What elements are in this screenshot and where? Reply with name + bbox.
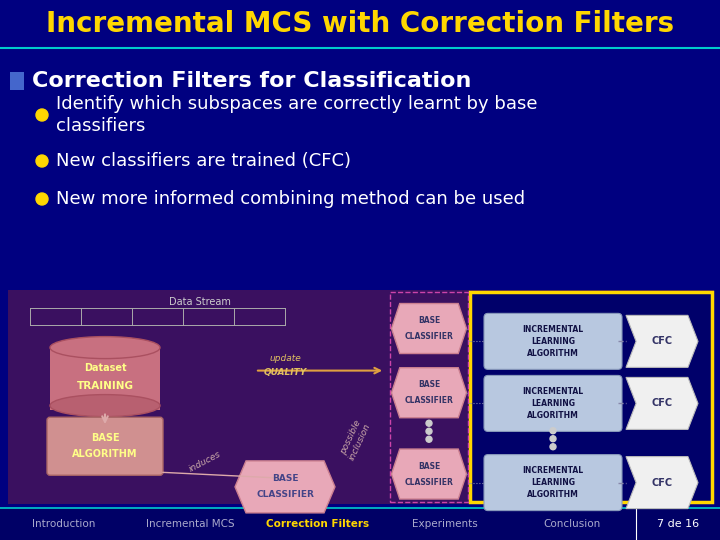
FancyBboxPatch shape: [47, 417, 163, 475]
Text: INCREMENTAL: INCREMENTAL: [523, 387, 584, 396]
Text: BASE: BASE: [271, 474, 298, 483]
Text: BASE: BASE: [418, 462, 440, 470]
FancyBboxPatch shape: [10, 72, 24, 90]
Text: update: update: [269, 354, 301, 363]
Text: ALGORITHM: ALGORITHM: [527, 349, 579, 358]
Text: induces: induces: [187, 449, 222, 474]
Circle shape: [36, 193, 48, 205]
Text: INCREMENTAL: INCREMENTAL: [523, 325, 584, 334]
Text: ALGORITHM: ALGORITHM: [527, 411, 579, 420]
FancyBboxPatch shape: [484, 313, 622, 369]
Ellipse shape: [50, 395, 160, 416]
Text: LEARNING: LEARNING: [531, 478, 575, 487]
Text: INCREMENTAL: INCREMENTAL: [523, 466, 584, 475]
Text: CFC: CFC: [652, 399, 672, 408]
FancyBboxPatch shape: [484, 455, 622, 511]
Circle shape: [550, 428, 556, 434]
Text: possible
inclusion: possible inclusion: [338, 417, 372, 462]
FancyBboxPatch shape: [50, 348, 160, 410]
Text: Incremental MCS: Incremental MCS: [146, 519, 235, 529]
Polygon shape: [392, 368, 467, 418]
Polygon shape: [392, 449, 467, 499]
Text: New classifiers are trained (CFC): New classifiers are trained (CFC): [56, 152, 351, 170]
Circle shape: [426, 428, 432, 434]
Circle shape: [36, 109, 48, 121]
Text: ALGORITHM: ALGORITHM: [72, 449, 138, 459]
FancyBboxPatch shape: [0, 508, 720, 540]
FancyBboxPatch shape: [0, 0, 720, 48]
Text: LEARNING: LEARNING: [531, 399, 575, 408]
Text: QUALITY: QUALITY: [264, 368, 307, 377]
Text: 7 de 16: 7 de 16: [657, 519, 699, 529]
Text: BASE: BASE: [418, 380, 440, 389]
Text: Correction Filters for Classification: Correction Filters for Classification: [32, 71, 472, 91]
Circle shape: [550, 444, 556, 450]
Circle shape: [426, 436, 432, 442]
Text: Incremental MCS with Correction Filters: Incremental MCS with Correction Filters: [46, 10, 674, 38]
Text: New more informed combining method can be used: New more informed combining method can b…: [56, 190, 525, 208]
Text: ALGORITHM: ALGORITHM: [527, 490, 579, 499]
Polygon shape: [392, 303, 467, 354]
Text: CLASSIFIER: CLASSIFIER: [405, 477, 454, 487]
FancyBboxPatch shape: [470, 292, 712, 502]
Polygon shape: [235, 461, 335, 513]
FancyBboxPatch shape: [8, 290, 714, 504]
Circle shape: [550, 436, 556, 442]
Text: CLASSIFIER: CLASSIFIER: [405, 332, 454, 341]
Polygon shape: [626, 457, 698, 509]
Text: CFC: CFC: [652, 336, 672, 346]
Text: LEARNING: LEARNING: [531, 337, 575, 346]
Text: CFC: CFC: [652, 477, 672, 488]
Text: CLASSIFIER: CLASSIFIER: [256, 490, 314, 500]
Text: TRAINING: TRAINING: [76, 381, 133, 390]
Circle shape: [36, 155, 48, 167]
FancyBboxPatch shape: [484, 375, 622, 431]
Circle shape: [426, 420, 432, 426]
Text: BASE: BASE: [91, 433, 120, 443]
Polygon shape: [626, 377, 698, 429]
Ellipse shape: [50, 336, 160, 359]
Text: Introduction: Introduction: [32, 519, 95, 529]
Text: Experiments: Experiments: [413, 519, 478, 529]
Text: BASE: BASE: [418, 316, 440, 325]
Text: Dataset: Dataset: [84, 362, 126, 373]
Text: Correction Filters: Correction Filters: [266, 519, 369, 529]
Text: Data Stream: Data Stream: [169, 297, 231, 307]
Text: Identify which subspaces are correctly learnt by base
classifiers: Identify which subspaces are correctly l…: [56, 94, 538, 136]
Polygon shape: [626, 315, 698, 367]
Text: CLASSIFIER: CLASSIFIER: [405, 396, 454, 405]
Text: Conclusion: Conclusion: [544, 519, 601, 529]
